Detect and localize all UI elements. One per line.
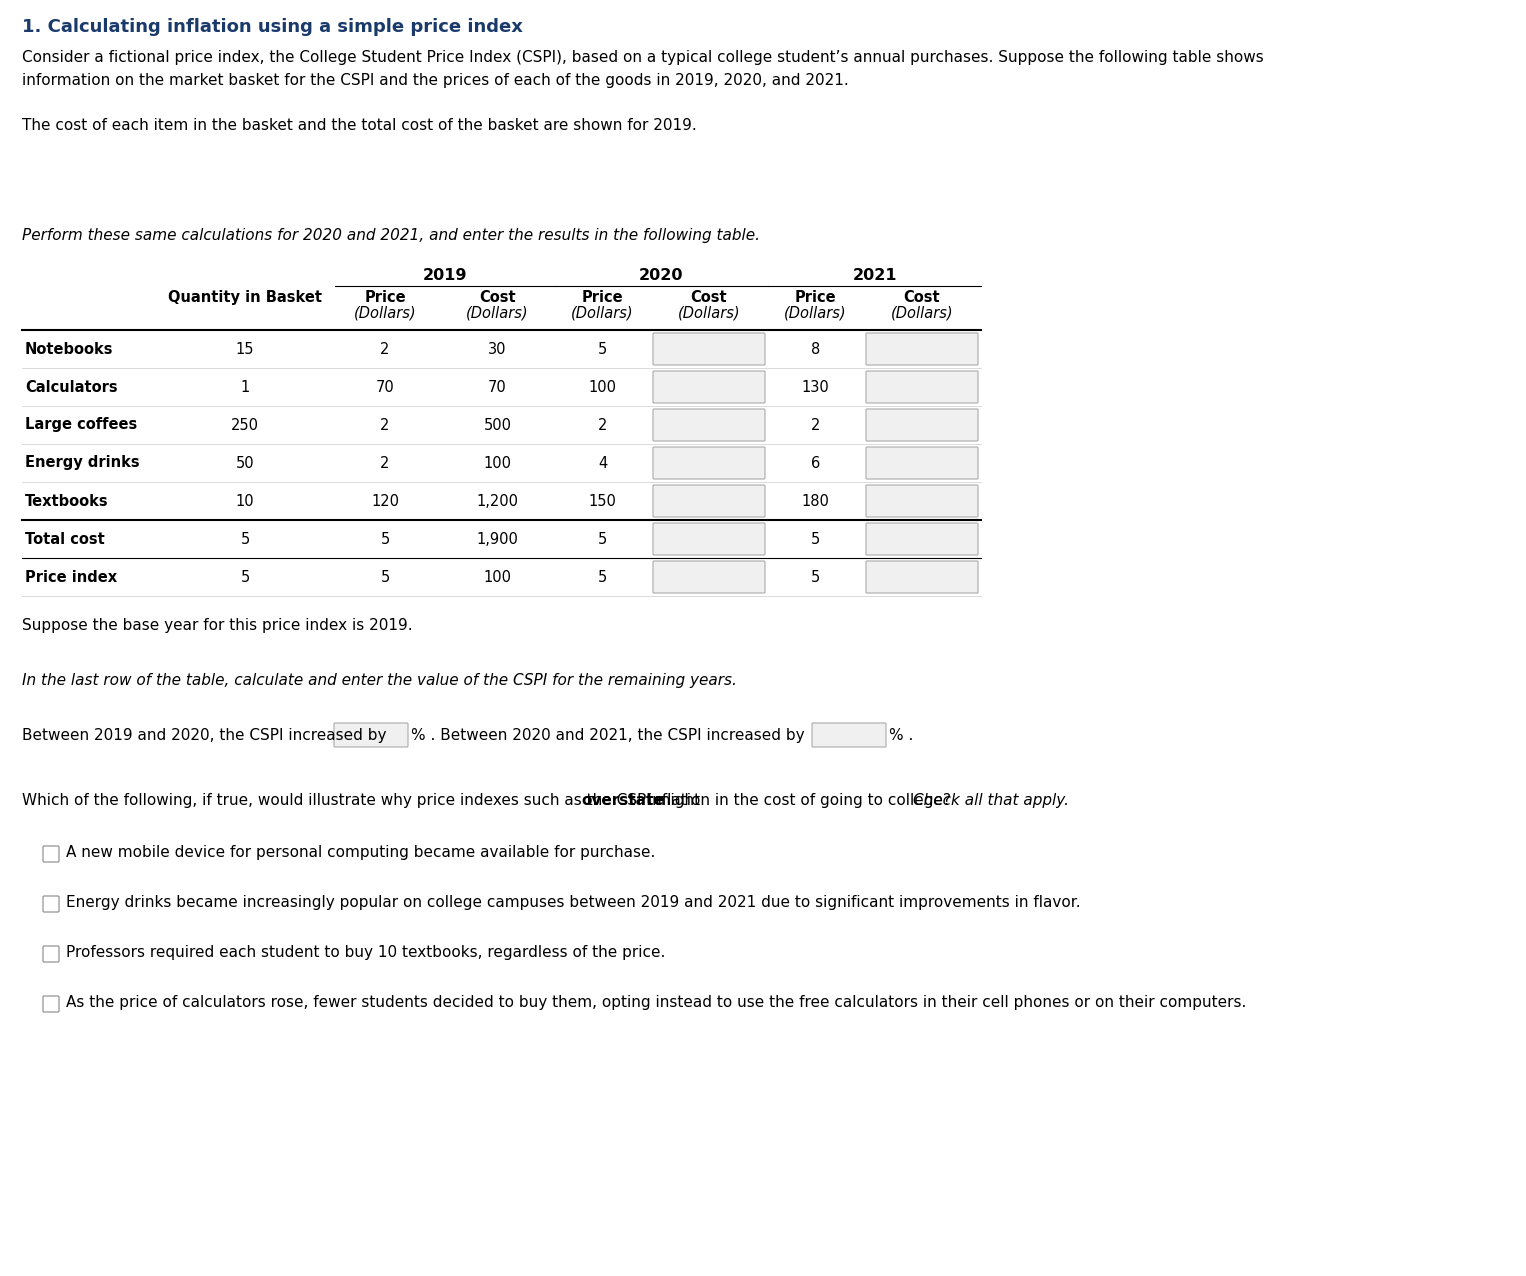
Text: Total cost: Total cost — [24, 532, 105, 546]
Text: 2019: 2019 — [423, 268, 467, 283]
Text: (Dollars): (Dollars) — [571, 305, 633, 320]
Text: Between 2019 and 2020, the CSPI increased by: Between 2019 and 2020, the CSPI increase… — [21, 729, 386, 743]
Text: As the price of calculators rose, fewer students decided to buy them, opting ins: As the price of calculators rose, fewer … — [66, 995, 1247, 1011]
Text: 5: 5 — [598, 532, 607, 546]
Text: Large coffees: Large coffees — [24, 417, 137, 433]
Text: 5: 5 — [598, 342, 607, 356]
Text: 5: 5 — [241, 532, 250, 546]
Text: 70: 70 — [375, 379, 394, 394]
Text: 30: 30 — [488, 342, 507, 356]
Text: overstate: overstate — [581, 792, 664, 808]
Text: 6: 6 — [810, 456, 819, 471]
Text: The cost of each item in the basket and the total cost of the basket are shown f: The cost of each item in the basket and … — [21, 117, 697, 133]
Text: (Dollars): (Dollars) — [784, 305, 847, 320]
FancyBboxPatch shape — [653, 410, 765, 441]
Text: In the last row of the table, calculate and enter the value of the CSPI for the : In the last row of the table, calculate … — [21, 672, 737, 688]
Text: Notebooks: Notebooks — [24, 342, 113, 356]
Text: 1,200: 1,200 — [476, 494, 519, 509]
Text: Cost: Cost — [479, 290, 516, 305]
FancyBboxPatch shape — [653, 333, 765, 365]
Text: 2: 2 — [598, 417, 607, 433]
Text: Which of the following, if true, would illustrate why price indexes such as the : Which of the following, if true, would i… — [21, 792, 705, 808]
FancyBboxPatch shape — [43, 846, 60, 863]
Text: 100: 100 — [484, 569, 511, 584]
Text: 5: 5 — [810, 569, 819, 584]
FancyBboxPatch shape — [865, 523, 978, 555]
Text: Suppose the base year for this price index is 2019.: Suppose the base year for this price ind… — [21, 618, 412, 633]
Text: 10: 10 — [235, 494, 255, 509]
Text: (Dollars): (Dollars) — [678, 305, 740, 320]
Text: Calculators: Calculators — [24, 379, 118, 394]
Text: % . Between 2020 and 2021, the CSPI increased by: % . Between 2020 and 2021, the CSPI incr… — [410, 729, 804, 743]
Text: (Dollars): (Dollars) — [891, 305, 954, 320]
FancyBboxPatch shape — [653, 561, 765, 593]
Text: 180: 180 — [801, 494, 830, 509]
Text: 8: 8 — [810, 342, 819, 356]
Text: 50: 50 — [235, 456, 255, 471]
Text: Quantity in Basket: Quantity in Basket — [168, 290, 322, 305]
Text: 5: 5 — [380, 532, 389, 546]
FancyBboxPatch shape — [865, 410, 978, 441]
Text: Textbooks: Textbooks — [24, 494, 108, 509]
Text: 100: 100 — [484, 456, 511, 471]
Text: % .: % . — [890, 729, 914, 743]
Text: Price: Price — [795, 290, 836, 305]
Text: 150: 150 — [589, 494, 617, 509]
Text: Perform these same calculations for 2020 and 2021, and enter the results in the : Perform these same calculations for 2020… — [21, 228, 760, 242]
Text: 2: 2 — [380, 456, 389, 471]
FancyBboxPatch shape — [43, 946, 60, 962]
Text: 120: 120 — [371, 494, 398, 509]
Text: Cost: Cost — [903, 290, 940, 305]
Text: Price: Price — [581, 290, 623, 305]
FancyBboxPatch shape — [812, 723, 887, 746]
FancyBboxPatch shape — [865, 333, 978, 365]
Text: 2: 2 — [810, 417, 819, 433]
Text: 5: 5 — [598, 569, 607, 584]
FancyBboxPatch shape — [653, 523, 765, 555]
Text: 2020: 2020 — [639, 268, 684, 283]
FancyBboxPatch shape — [653, 447, 765, 478]
Text: 4: 4 — [598, 456, 607, 471]
Text: 250: 250 — [230, 417, 259, 433]
Text: inflation in the cost of going to college?: inflation in the cost of going to colleg… — [642, 792, 955, 808]
Text: 130: 130 — [801, 379, 829, 394]
Text: Energy drinks became increasingly popular on college campuses between 2019 and 2: Energy drinks became increasingly popula… — [66, 894, 1080, 910]
FancyBboxPatch shape — [865, 485, 978, 517]
Text: 5: 5 — [241, 569, 250, 584]
Text: (Dollars): (Dollars) — [354, 305, 417, 320]
FancyBboxPatch shape — [43, 997, 60, 1012]
Text: 500: 500 — [484, 417, 511, 433]
Text: A new mobile device for personal computing became available for purchase.: A new mobile device for personal computi… — [66, 845, 655, 860]
Text: Energy drinks: Energy drinks — [24, 456, 139, 471]
Text: 100: 100 — [589, 379, 617, 394]
Text: (Dollars): (Dollars) — [465, 305, 530, 320]
Text: 2021: 2021 — [852, 268, 897, 283]
Text: Price index: Price index — [24, 569, 118, 584]
Text: 15: 15 — [235, 342, 255, 356]
Text: 1. Calculating inflation using a simple price index: 1. Calculating inflation using a simple … — [21, 18, 523, 36]
FancyBboxPatch shape — [653, 371, 765, 403]
FancyBboxPatch shape — [865, 561, 978, 593]
Text: 70: 70 — [488, 379, 507, 394]
Text: 2: 2 — [380, 342, 389, 356]
FancyBboxPatch shape — [334, 723, 407, 746]
Text: Check all that apply.: Check all that apply. — [913, 792, 1070, 808]
FancyBboxPatch shape — [43, 896, 60, 912]
Text: 2: 2 — [380, 417, 389, 433]
Text: Consider a fictional price index, the College Student Price Index (CSPI), based : Consider a fictional price index, the Co… — [21, 50, 1264, 88]
FancyBboxPatch shape — [865, 447, 978, 478]
Text: Cost: Cost — [691, 290, 728, 305]
FancyBboxPatch shape — [653, 485, 765, 517]
FancyBboxPatch shape — [865, 371, 978, 403]
Text: 5: 5 — [810, 532, 819, 546]
Text: 1: 1 — [241, 379, 250, 394]
Text: Professors required each student to buy 10 textbooks, regardless of the price.: Professors required each student to buy … — [66, 946, 665, 960]
Text: 1,900: 1,900 — [476, 532, 519, 546]
Text: 5: 5 — [380, 569, 389, 584]
Text: Price: Price — [365, 290, 406, 305]
